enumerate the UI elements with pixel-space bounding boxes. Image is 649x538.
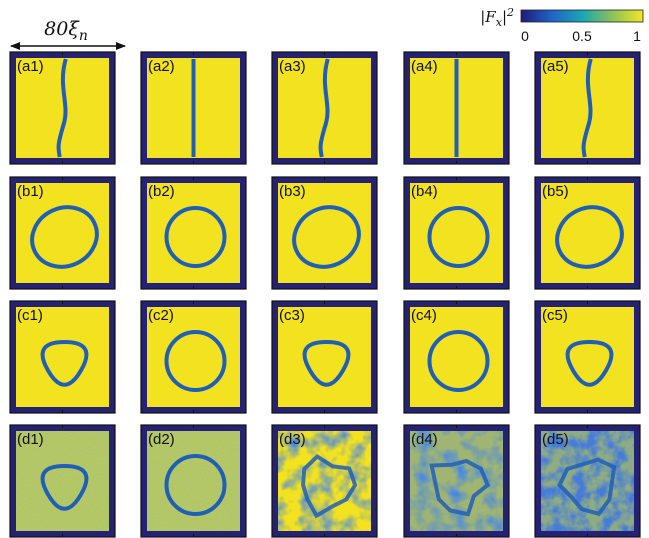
panel-b4: (b4) — [403, 176, 510, 290]
panel-a1: (a1) — [9, 51, 116, 165]
pattern-ellipse — [30, 205, 99, 269]
colorbar-tick-label: 1 — [633, 28, 641, 44]
panel-b5: (b5) — [534, 176, 641, 290]
pattern-wavy-wall — [56, 58, 68, 158]
pattern-wavy-wall — [581, 58, 593, 158]
panel-b3: (b3) — [271, 176, 378, 290]
panel-label: (c5) — [542, 307, 568, 324]
panel-field — [541, 307, 634, 407]
pattern-triangle — [40, 463, 89, 511]
panel-label: (a5) — [542, 58, 569, 75]
pattern-triangle — [40, 339, 89, 387]
pattern-blob — [301, 453, 358, 519]
panel-label: (b3) — [279, 183, 306, 200]
panel-c3: (c3) — [271, 300, 378, 414]
pattern-circle — [164, 206, 227, 268]
panel-label: (b1) — [17, 183, 44, 200]
panel-a2: (a2) — [140, 51, 247, 165]
panel-c5: (c5) — [534, 300, 641, 414]
panel-label: (c3) — [279, 307, 305, 324]
panel-c1: (c1) — [9, 300, 116, 414]
colorbar-label: |Fx|2 — [480, 6, 514, 29]
pattern-wavy-wall — [318, 58, 330, 158]
panel-d3: (d3) — [271, 424, 378, 538]
colorbar-gradient — [520, 9, 644, 23]
panel-b2: (b2) — [140, 176, 247, 290]
panel-d1: (d1) — [9, 424, 116, 538]
panel-label: (c1) — [17, 307, 43, 324]
panel-a3: (a3) — [271, 51, 378, 165]
panel-c4: (c4) — [403, 300, 510, 414]
panel-a5: (a5) — [534, 51, 641, 165]
scale-bar-label: 80ξn — [44, 18, 88, 44]
panel-field — [16, 307, 109, 407]
pattern-blob — [557, 457, 617, 517]
panel-d5: (d5) — [534, 424, 641, 538]
panel-label: (a2) — [148, 58, 175, 75]
panel-label: (d2) — [148, 431, 175, 448]
panel-d2: (d2) — [140, 424, 247, 538]
pattern-circle — [164, 330, 227, 392]
panel-a4: (a4) — [403, 51, 510, 165]
panel-label: (d1) — [17, 431, 44, 448]
panel-label: (a1) — [17, 58, 44, 75]
colorbar-tick-label: 0 — [521, 28, 529, 44]
pattern-blob — [429, 458, 491, 517]
colorbar-tick-label: 0.5 — [572, 28, 592, 44]
panel-field — [278, 307, 371, 407]
panel-label: (b5) — [542, 183, 569, 200]
noise-tint — [16, 431, 109, 531]
panel-c2: (c2) — [140, 300, 247, 414]
noise-blotches — [541, 431, 634, 531]
colorbar: |Fx|2 0 0.5 1 — [480, 6, 644, 44]
panel-d4: (d4) — [403, 424, 510, 538]
panel-label: (a3) — [279, 58, 306, 75]
panel-grid: (a1) (a2) (a3) (a4) (a5) (b1) (b2) (b3) (b4) (b5)… — [9, 51, 641, 538]
pattern-circle — [427, 206, 490, 268]
pattern-circle — [164, 454, 227, 516]
scale-bar: 80ξn — [10, 18, 126, 50]
panel-label: (b2) — [148, 183, 175, 200]
pattern-circle — [427, 330, 490, 392]
panel-label: (b4) — [411, 183, 438, 200]
pattern-ellipse — [555, 205, 624, 269]
noise-speckle — [16, 431, 109, 531]
panel-label: (d4) — [411, 431, 438, 448]
pattern-ellipse — [292, 205, 361, 269]
panel-label: (d5) — [542, 431, 569, 448]
panel-b1: (b1) — [9, 176, 116, 290]
panel-label: (c2) — [148, 307, 174, 324]
pattern-triangle — [302, 339, 351, 387]
panel-label: (d3) — [279, 431, 306, 448]
pattern-triangle — [565, 339, 614, 387]
panel-label: (a4) — [411, 58, 438, 75]
panel-label: (c4) — [411, 307, 437, 324]
